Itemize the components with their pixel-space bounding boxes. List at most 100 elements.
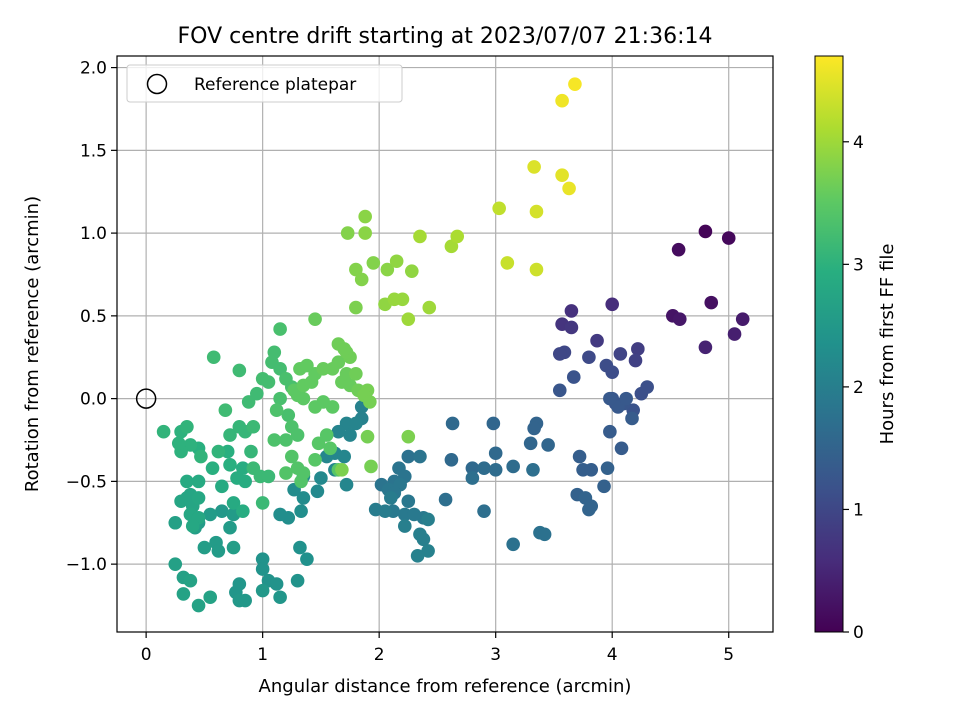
data-point <box>378 504 392 518</box>
data-point <box>721 231 736 245</box>
data-point <box>500 256 515 270</box>
data-point <box>398 507 412 522</box>
data-point <box>223 458 237 472</box>
data-point <box>335 462 349 477</box>
data-point <box>223 520 237 535</box>
x-tick-label: 2 <box>374 645 385 665</box>
data-point <box>226 496 241 510</box>
data-point <box>180 419 194 434</box>
data-point <box>562 181 576 196</box>
data-point <box>267 433 282 447</box>
data-point <box>279 466 293 480</box>
data-point <box>296 491 311 505</box>
data-point <box>273 322 287 336</box>
data-point <box>564 320 579 335</box>
data-point <box>465 471 480 485</box>
data-point <box>191 474 206 489</box>
data-point <box>597 479 611 494</box>
data-point <box>211 544 226 558</box>
data-point <box>404 264 419 278</box>
data-point <box>422 300 437 315</box>
data-point <box>671 242 686 257</box>
data-point <box>337 449 352 464</box>
data-point <box>191 491 206 505</box>
data-point <box>300 552 314 566</box>
data-point <box>337 342 352 356</box>
data-point <box>273 391 287 406</box>
data-point <box>631 342 645 356</box>
x-axis-ticks: 0 1 2 3 4 5 <box>141 632 734 665</box>
data-point <box>261 469 276 484</box>
data-point <box>366 256 381 270</box>
data-point <box>477 504 491 518</box>
data-point <box>360 429 375 444</box>
data-point <box>523 436 538 451</box>
data-point <box>401 449 416 464</box>
colorbar-tick-label: 3 <box>853 255 864 275</box>
data-point <box>506 537 520 552</box>
x-tick-label: 5 <box>723 645 734 665</box>
data-point <box>316 362 331 376</box>
data-point <box>572 449 587 464</box>
data-point <box>527 421 541 436</box>
data-point <box>568 77 582 91</box>
data-point <box>215 504 229 518</box>
data-point <box>672 312 687 326</box>
data-point <box>244 444 258 459</box>
data-point <box>339 416 354 431</box>
reference-marker-group <box>135 388 157 409</box>
data-point <box>421 512 435 527</box>
data-point <box>339 366 354 381</box>
y-tick-label: 0.0 <box>80 390 107 410</box>
data-point <box>261 375 276 389</box>
data-point <box>319 428 334 442</box>
data-point <box>294 504 308 518</box>
data-point <box>444 453 459 467</box>
data-point <box>168 515 183 530</box>
data-point <box>343 428 357 442</box>
data-point <box>529 204 544 219</box>
data-point <box>215 479 229 494</box>
data-point <box>269 403 284 418</box>
data-point <box>555 93 569 108</box>
data-point <box>407 507 421 522</box>
data-point <box>294 474 308 489</box>
x-axis-label: Angular distance from reference (arcmin) <box>259 676 632 697</box>
data-point <box>566 370 581 384</box>
data-point <box>284 449 299 464</box>
data-point <box>191 598 206 613</box>
data-point <box>384 491 398 505</box>
data-point <box>323 441 338 456</box>
data-point <box>194 449 208 464</box>
data-point <box>354 272 369 287</box>
data-point <box>311 436 326 451</box>
data-point <box>255 496 270 510</box>
data-point <box>279 433 293 447</box>
data-point <box>171 436 186 451</box>
data-point <box>445 416 460 431</box>
data-point <box>156 424 171 439</box>
data-point <box>735 312 750 326</box>
data-point <box>310 484 325 499</box>
data-point <box>727 327 742 341</box>
data-point <box>380 262 395 277</box>
data-point <box>273 590 287 605</box>
data-point <box>246 419 261 434</box>
data-point <box>203 590 218 605</box>
data-point <box>488 462 503 477</box>
colorbar-tick-label: 0 <box>853 623 864 643</box>
data-point <box>611 400 625 414</box>
data-point <box>413 229 427 244</box>
x-tick-label: 0 <box>141 645 152 665</box>
data-point <box>416 532 431 547</box>
data-point <box>395 292 410 307</box>
data-point <box>331 355 346 370</box>
data-point <box>232 363 247 378</box>
data-point <box>486 416 501 431</box>
data-point <box>269 577 284 591</box>
data-point <box>273 507 287 522</box>
data-point <box>255 562 270 576</box>
data-point <box>600 461 615 475</box>
